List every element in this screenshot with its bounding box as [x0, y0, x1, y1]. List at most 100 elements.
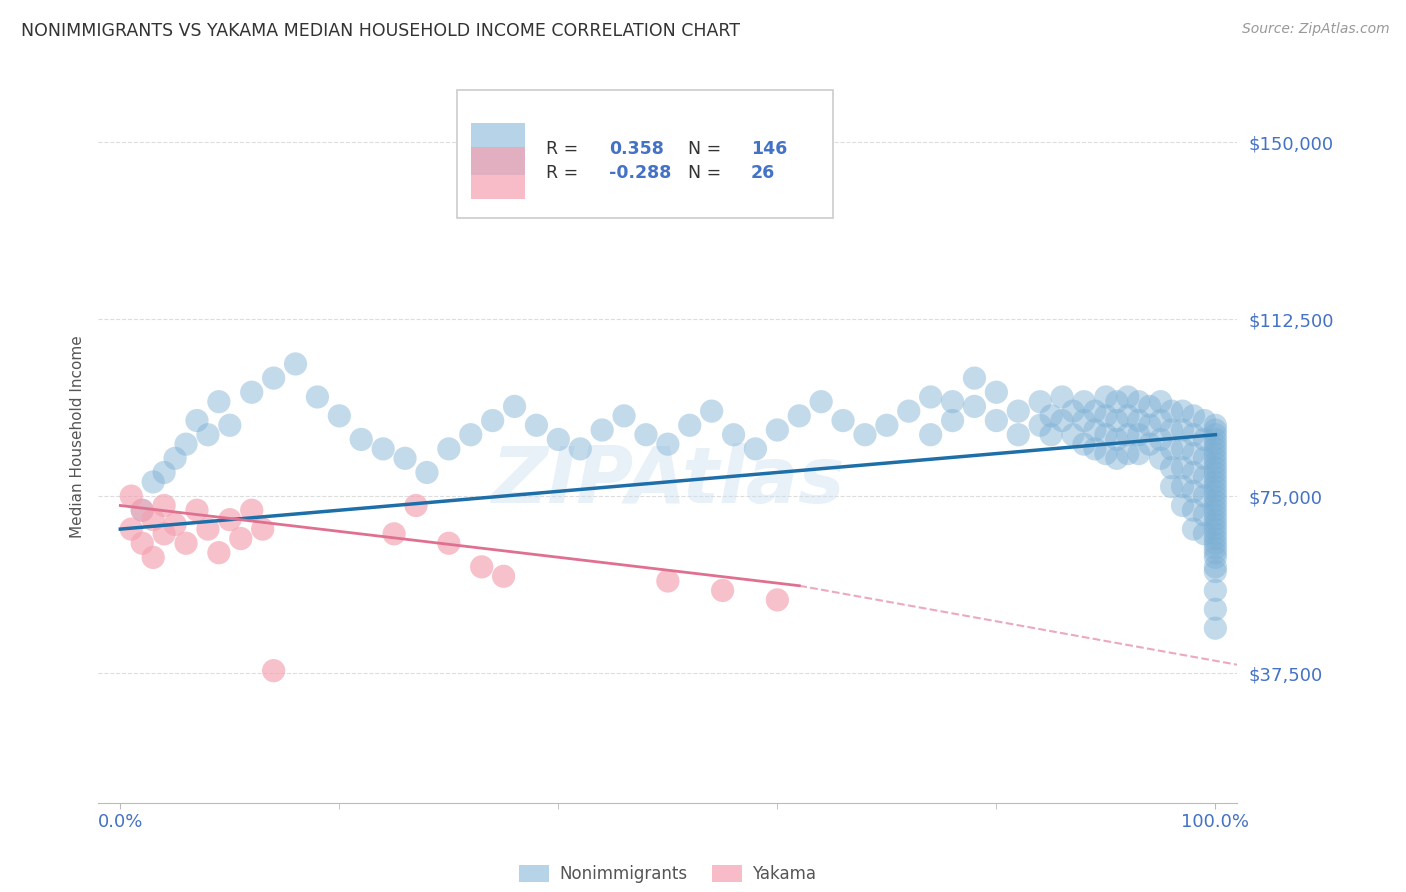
- Point: [1105, 394, 1128, 409]
- Point: [1204, 583, 1226, 598]
- Point: [766, 423, 789, 437]
- Point: [437, 442, 460, 456]
- Point: [613, 409, 636, 423]
- Point: [1204, 508, 1226, 522]
- FancyBboxPatch shape: [471, 146, 526, 199]
- Point: [218, 418, 240, 433]
- Point: [591, 423, 613, 437]
- Point: [142, 513, 165, 527]
- Point: [1182, 427, 1205, 442]
- Point: [723, 427, 745, 442]
- Point: [120, 522, 142, 536]
- Point: [1128, 447, 1150, 461]
- Point: [197, 522, 219, 536]
- Point: [1128, 394, 1150, 409]
- Point: [328, 409, 350, 423]
- Text: Source: ZipAtlas.com: Source: ZipAtlas.com: [1241, 22, 1389, 37]
- Point: [240, 503, 263, 517]
- Point: [218, 513, 240, 527]
- Point: [1204, 456, 1226, 470]
- Point: [963, 371, 986, 385]
- Point: [1007, 404, 1029, 418]
- Point: [120, 489, 142, 503]
- Text: 26: 26: [751, 164, 775, 182]
- Point: [1194, 508, 1216, 522]
- Point: [1194, 413, 1216, 427]
- Point: [700, 404, 723, 418]
- Point: [1149, 394, 1171, 409]
- Point: [1073, 394, 1095, 409]
- Point: [1182, 447, 1205, 461]
- Point: [1204, 536, 1226, 550]
- Point: [382, 526, 405, 541]
- Point: [1194, 489, 1216, 503]
- Point: [131, 503, 153, 517]
- Text: 146: 146: [751, 140, 787, 158]
- Point: [1204, 423, 1226, 437]
- Text: R =: R =: [546, 164, 578, 182]
- Point: [240, 385, 263, 400]
- Point: [1029, 418, 1052, 433]
- Point: [1050, 390, 1073, 404]
- Point: [1204, 550, 1226, 565]
- Point: [853, 427, 876, 442]
- Point: [208, 546, 231, 560]
- Point: [1194, 433, 1216, 447]
- Point: [1204, 437, 1226, 451]
- Point: [1204, 447, 1226, 461]
- Point: [1194, 470, 1216, 484]
- Point: [569, 442, 592, 456]
- Point: [1204, 480, 1226, 494]
- Point: [263, 371, 285, 385]
- Point: [1029, 394, 1052, 409]
- Point: [1149, 413, 1171, 427]
- Point: [1171, 423, 1194, 437]
- Point: [1204, 503, 1226, 517]
- Text: R =: R =: [546, 140, 578, 158]
- Point: [142, 550, 165, 565]
- Point: [153, 499, 176, 513]
- Point: [416, 466, 439, 480]
- Point: [1204, 493, 1226, 508]
- Point: [787, 409, 810, 423]
- Text: N =: N =: [689, 140, 721, 158]
- Text: 0.358: 0.358: [609, 140, 664, 158]
- Point: [197, 427, 219, 442]
- Point: [1204, 621, 1226, 635]
- FancyBboxPatch shape: [471, 122, 526, 175]
- Point: [897, 404, 920, 418]
- Point: [1171, 460, 1194, 475]
- Text: -0.288: -0.288: [609, 164, 671, 182]
- Point: [1194, 526, 1216, 541]
- Point: [174, 437, 197, 451]
- Point: [1128, 427, 1150, 442]
- Point: [1182, 409, 1205, 423]
- Point: [1204, 499, 1226, 513]
- Point: [165, 517, 187, 532]
- Point: [371, 442, 394, 456]
- Point: [1204, 513, 1226, 527]
- Point: [307, 390, 329, 404]
- Point: [1050, 413, 1073, 427]
- Point: [503, 400, 526, 414]
- Point: [394, 451, 416, 466]
- Point: [252, 522, 274, 536]
- Point: [942, 413, 965, 427]
- Point: [153, 526, 176, 541]
- Text: ZIPAtlas: ZIPAtlas: [491, 443, 845, 519]
- Point: [876, 418, 898, 433]
- Point: [1204, 489, 1226, 503]
- Point: [1204, 484, 1226, 499]
- Point: [1007, 427, 1029, 442]
- Point: [1160, 480, 1182, 494]
- Point: [744, 442, 766, 456]
- Point: [1204, 442, 1226, 456]
- Point: [437, 536, 460, 550]
- Point: [526, 418, 548, 433]
- Point: [174, 536, 197, 550]
- Point: [1128, 413, 1150, 427]
- Point: [263, 664, 285, 678]
- Point: [1149, 451, 1171, 466]
- Point: [1149, 433, 1171, 447]
- Point: [1182, 484, 1205, 499]
